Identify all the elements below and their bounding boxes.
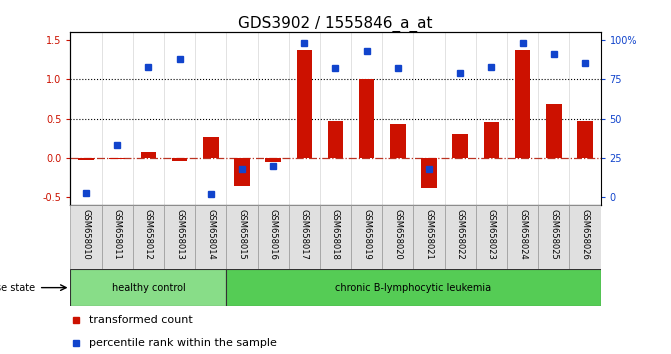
Text: GSM658024: GSM658024	[518, 209, 527, 259]
Bar	[390, 124, 406, 158]
Bar	[476, 205, 507, 269]
Bar	[359, 79, 374, 158]
Text: GSM658012: GSM658012	[144, 209, 153, 259]
Text: GSM658026: GSM658026	[580, 209, 589, 259]
Bar	[265, 158, 281, 162]
Text: GSM658015: GSM658015	[238, 209, 246, 259]
Text: GSM658020: GSM658020	[393, 209, 403, 259]
Text: GSM658025: GSM658025	[550, 209, 558, 259]
Text: GSM658011: GSM658011	[113, 209, 121, 259]
Bar	[258, 205, 289, 269]
Bar	[546, 104, 562, 158]
Text: disease state: disease state	[0, 282, 35, 293]
Bar	[452, 135, 468, 158]
Text: GSM658014: GSM658014	[206, 209, 215, 259]
Text: GSM658017: GSM658017	[300, 209, 309, 259]
Bar	[320, 205, 351, 269]
Bar	[164, 205, 195, 269]
Bar	[101, 205, 133, 269]
Bar	[297, 50, 312, 158]
Bar	[445, 205, 476, 269]
Bar	[327, 121, 344, 158]
Bar	[226, 269, 601, 306]
Bar	[203, 137, 219, 158]
Text: GSM658010: GSM658010	[82, 209, 91, 259]
Bar	[515, 50, 530, 158]
Bar	[70, 205, 101, 269]
Bar	[141, 152, 156, 158]
Text: GSM658023: GSM658023	[487, 209, 496, 259]
Bar	[109, 158, 125, 159]
Bar	[413, 205, 445, 269]
Bar	[484, 122, 499, 158]
Text: transformed count: transformed count	[89, 315, 193, 325]
Text: chronic B-lymphocytic leukemia: chronic B-lymphocytic leukemia	[336, 282, 492, 293]
Bar	[234, 158, 250, 187]
Bar	[507, 205, 538, 269]
Bar	[289, 205, 320, 269]
Text: percentile rank within the sample: percentile rank within the sample	[89, 338, 277, 348]
Bar	[570, 205, 601, 269]
Text: GSM658019: GSM658019	[362, 209, 371, 259]
Bar	[172, 158, 187, 161]
Bar	[577, 121, 592, 158]
Bar	[226, 205, 258, 269]
Text: GSM658016: GSM658016	[268, 209, 278, 259]
Bar	[195, 205, 226, 269]
Bar	[382, 205, 413, 269]
Title: GDS3902 / 1555846_a_at: GDS3902 / 1555846_a_at	[238, 16, 433, 32]
Text: healthy control: healthy control	[111, 282, 185, 293]
Text: GSM658022: GSM658022	[456, 209, 465, 259]
Text: GSM658018: GSM658018	[331, 209, 340, 259]
Bar	[133, 205, 164, 269]
Text: GSM658013: GSM658013	[175, 209, 184, 259]
Text: GSM658021: GSM658021	[425, 209, 433, 259]
Bar	[351, 205, 382, 269]
Bar	[538, 205, 570, 269]
Bar	[79, 158, 94, 160]
Bar	[70, 269, 226, 306]
Bar	[421, 158, 437, 188]
